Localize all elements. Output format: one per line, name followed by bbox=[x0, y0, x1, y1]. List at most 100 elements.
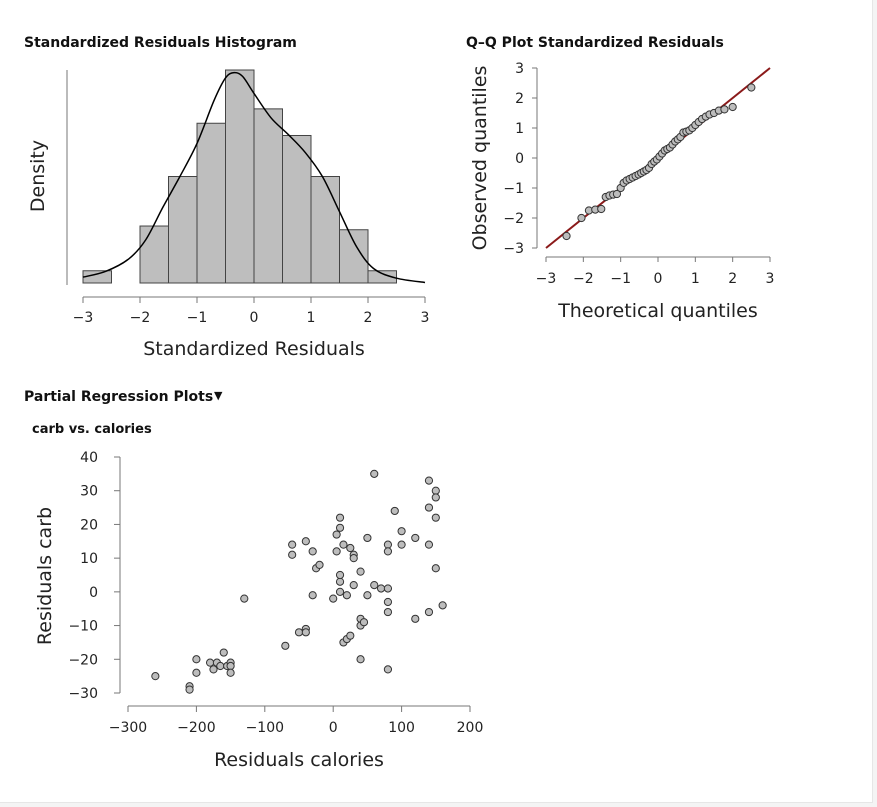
qq-y-tick-label: −2 bbox=[503, 211, 524, 227]
qq-x-tick-label: 1 bbox=[691, 271, 700, 287]
partial-regression-point bbox=[329, 594, 338, 603]
partial-regression-point bbox=[346, 543, 355, 553]
qq-y-tick-label: −3 bbox=[503, 241, 524, 257]
partial-regression-point bbox=[383, 584, 393, 593]
histogram-x-tick-label: 2 bbox=[364, 310, 373, 326]
partial-regression-point bbox=[216, 661, 225, 671]
histogram-bar-6 bbox=[282, 134, 312, 284]
histogram-x-tick-label: −3 bbox=[73, 310, 94, 326]
partial-regression-point bbox=[301, 628, 310, 637]
histogram-bar-2 bbox=[168, 176, 198, 284]
partial-regression-point bbox=[226, 668, 235, 677]
partial-regression-point bbox=[383, 540, 393, 549]
partial-x-tick-label: −300 bbox=[109, 720, 147, 736]
partial-regression-point bbox=[192, 655, 201, 664]
partial-regression-point bbox=[335, 513, 345, 522]
histogram-bar-1 bbox=[139, 225, 169, 284]
histogram-bar-4 bbox=[225, 69, 255, 284]
partial-x-tick-label: −100 bbox=[246, 720, 284, 736]
histogram-bar-9 bbox=[367, 270, 397, 284]
partial-regression-point bbox=[315, 560, 324, 569]
partial-regression-point bbox=[205, 658, 215, 667]
qq-x-tick-label: 3 bbox=[766, 271, 775, 287]
partial-regression-point bbox=[308, 547, 317, 556]
partial-regression-point bbox=[356, 567, 365, 576]
histogram-y-label: Density bbox=[27, 140, 49, 212]
qq-y-tick-label: 0 bbox=[515, 151, 524, 167]
histogram-bar-7 bbox=[310, 176, 340, 284]
partial-regression-point bbox=[424, 476, 434, 485]
qq-point bbox=[612, 189, 622, 199]
qq-y-tick-label: 2 bbox=[515, 91, 524, 107]
partial-regression-point bbox=[370, 469, 379, 478]
partial-regression-point bbox=[332, 547, 341, 556]
partial-y-tick-label: 10 bbox=[80, 551, 98, 567]
qq-x-tick-label: 0 bbox=[654, 271, 663, 287]
qq-plot-title: Q–Q Plot Standardized Residuals bbox=[466, 35, 724, 51]
qq-y-label: Observed quantiles bbox=[469, 66, 491, 251]
qq-point bbox=[597, 204, 606, 214]
histogram-x-label: Standardized Residuals bbox=[143, 338, 365, 360]
partial-regression-point bbox=[335, 523, 345, 532]
partial-regression-point bbox=[411, 533, 420, 543]
partial-regression-point bbox=[281, 641, 290, 650]
partial-regression-dropdown-icon[interactable]: ▼ bbox=[214, 389, 223, 402]
partial-regression-point bbox=[356, 655, 365, 664]
partial-regression-point bbox=[363, 591, 372, 600]
partial-regression-point bbox=[397, 540, 406, 549]
histogram-title: Standardized Residuals Histogram bbox=[24, 35, 297, 51]
partial-regression-point bbox=[308, 591, 317, 600]
partial-regression-point bbox=[397, 527, 406, 536]
partial-plot-subtitle: carb vs. calories bbox=[32, 422, 152, 437]
partial-regression-point bbox=[363, 533, 372, 543]
partial-regression-point bbox=[431, 493, 440, 502]
partial-y-tick-label: −30 bbox=[68, 686, 98, 702]
qq-x-tick-label: 2 bbox=[728, 271, 737, 287]
partial-regression-point bbox=[301, 537, 310, 546]
qq-y-tick-label: 3 bbox=[515, 61, 524, 77]
partial-regression-point bbox=[431, 486, 440, 495]
partial-regression-point bbox=[332, 530, 341, 539]
qq-y-tick-label: −1 bbox=[503, 181, 524, 197]
partial-regression-point bbox=[349, 554, 358, 563]
histogram-bar-3 bbox=[196, 122, 226, 284]
partial-x-label: Residuals calories bbox=[214, 749, 384, 771]
qq-point bbox=[720, 105, 729, 114]
qq-point bbox=[728, 102, 737, 112]
partial-y-tick-label: −10 bbox=[68, 619, 98, 635]
partial-regression-title[interactable]: Partial Regression Plots bbox=[24, 389, 214, 405]
partial-regression-point bbox=[390, 506, 399, 516]
partial-regression-point bbox=[370, 581, 379, 590]
qq-x-tick-label: −2 bbox=[573, 271, 594, 287]
qq-x-tick-label: −1 bbox=[610, 271, 631, 287]
partial-regression-point bbox=[349, 581, 358, 590]
partial-y-tick-label: −20 bbox=[68, 652, 98, 668]
partial-y-label: Residuals carb bbox=[34, 507, 56, 645]
histogram-bar-5 bbox=[253, 108, 283, 284]
histogram-x-tick-label: 1 bbox=[307, 310, 316, 326]
partial-y-tick-label: 20 bbox=[80, 517, 98, 533]
partial-regression-point bbox=[219, 648, 228, 657]
partial-regression-point bbox=[335, 587, 345, 596]
partial-regression-point bbox=[335, 570, 345, 580]
qq-plot-chart: −3 −2 −1 0 1 2 3 −3 −2 −1 0 1 2 3 Theoretical quanti… bbox=[469, 61, 774, 322]
partial-x-tick-label: 200 bbox=[457, 720, 484, 736]
partial-y-tick-label: 40 bbox=[80, 450, 98, 466]
qq-y-tick-label: 1 bbox=[515, 121, 524, 137]
histogram-x-tick-label: −1 bbox=[187, 310, 208, 326]
partial-regression-point bbox=[376, 584, 386, 593]
qq-point bbox=[577, 213, 586, 223]
partial-regression-point bbox=[288, 540, 297, 549]
partial-regression-point bbox=[438, 601, 447, 610]
partial-regression-point bbox=[383, 597, 393, 607]
partial-regression-point bbox=[346, 631, 355, 640]
density-curve bbox=[82, 71, 426, 284]
partial-regression-point bbox=[383, 547, 393, 556]
partial-regression-point bbox=[383, 607, 393, 617]
partial-regression-point bbox=[424, 607, 434, 617]
partial-regression-point bbox=[424, 540, 434, 549]
histogram-x-tick-label: 0 bbox=[250, 310, 259, 326]
